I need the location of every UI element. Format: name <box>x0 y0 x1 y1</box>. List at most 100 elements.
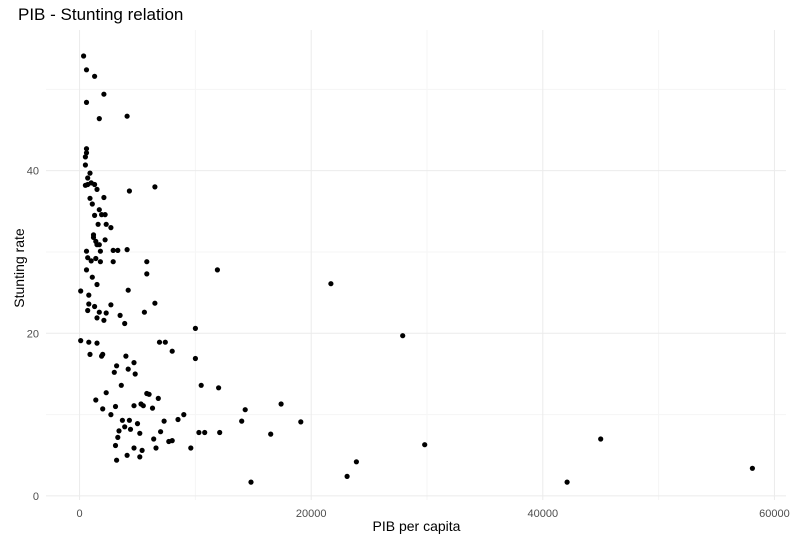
x-tick-label: 0 <box>77 508 83 520</box>
data-point <box>131 403 137 409</box>
data-point <box>268 431 274 437</box>
data-point <box>100 406 106 412</box>
data-point <box>353 459 359 465</box>
data-point <box>108 412 114 418</box>
data-point <box>96 207 102 213</box>
data-point <box>82 182 88 188</box>
data-point <box>131 360 137 366</box>
data-point <box>94 340 100 346</box>
data-point <box>749 465 756 471</box>
data-point <box>196 429 202 436</box>
data-point <box>101 91 107 97</box>
data-point <box>153 445 159 451</box>
data-point <box>116 428 122 434</box>
data-point <box>112 442 119 449</box>
data-point <box>101 194 107 201</box>
data-point <box>118 382 124 388</box>
data-point <box>87 195 93 201</box>
data-point <box>111 369 117 375</box>
data-point <box>161 418 167 424</box>
data-point <box>239 418 245 424</box>
data-point <box>114 457 120 463</box>
data-point <box>137 454 143 460</box>
data-point <box>422 442 428 448</box>
data-point <box>162 339 168 345</box>
data-point <box>88 258 94 264</box>
data-point <box>110 247 116 253</box>
data-point <box>94 315 100 321</box>
data-point <box>126 417 132 423</box>
data-point <box>119 417 125 423</box>
data-point <box>149 405 156 411</box>
data-point <box>86 339 92 345</box>
data-point <box>188 445 194 451</box>
data-point <box>101 317 107 323</box>
data-point <box>100 351 106 357</box>
data-point <box>144 259 150 265</box>
x-tick-label: 20000 <box>296 508 327 520</box>
data-point <box>181 412 187 418</box>
data-point <box>78 338 84 344</box>
data-point <box>122 320 128 327</box>
data-point <box>96 242 102 248</box>
data-point <box>202 429 208 436</box>
data-point <box>92 73 98 79</box>
data-point <box>298 419 304 425</box>
data-point <box>115 434 121 440</box>
data-point <box>83 99 90 105</box>
data-point <box>87 170 93 176</box>
y-axis-label: Stunting rate <box>11 228 27 308</box>
data-point <box>214 267 220 273</box>
data-point <box>124 113 130 119</box>
data-point <box>564 479 570 485</box>
data-point <box>83 146 90 152</box>
data-point <box>124 452 130 458</box>
data-point <box>598 436 604 442</box>
data-point <box>122 424 128 430</box>
data-point <box>95 221 101 227</box>
data-point <box>85 307 91 314</box>
data-point <box>137 430 143 436</box>
data-point <box>92 303 98 310</box>
data-point <box>155 395 161 401</box>
data-point <box>166 438 172 445</box>
data-point <box>110 259 116 265</box>
y-tick-label: 40 <box>27 166 39 178</box>
data-point <box>125 366 131 372</box>
data-point <box>92 181 98 188</box>
data-point <box>152 184 158 190</box>
data-point <box>131 445 137 451</box>
data-point <box>117 312 123 318</box>
data-point <box>175 416 181 423</box>
data-point <box>198 382 204 388</box>
data-point <box>248 479 254 485</box>
data-point <box>102 212 108 218</box>
data-point <box>134 421 141 427</box>
data-point <box>108 302 114 308</box>
data-point <box>123 353 129 359</box>
data-point <box>78 288 84 294</box>
x-tick-label: 60000 <box>759 508 790 520</box>
y-tick-label: 0 <box>33 491 39 503</box>
data-point <box>97 259 103 265</box>
data-point <box>152 300 158 306</box>
data-point <box>82 162 88 168</box>
data-point <box>93 255 99 262</box>
x-axis-label: PIB per capita <box>372 518 461 534</box>
data-point <box>242 407 248 413</box>
data-point <box>115 247 121 253</box>
data-point <box>89 201 95 207</box>
data-point <box>86 292 92 298</box>
data-point <box>97 248 103 254</box>
data-point <box>141 309 147 315</box>
data-point <box>344 473 350 479</box>
data-point <box>90 234 97 240</box>
data-point <box>158 429 164 435</box>
data-point <box>217 429 223 436</box>
data-point <box>94 281 100 288</box>
data-point <box>108 225 114 231</box>
data-point <box>114 363 120 369</box>
data-point <box>192 325 198 331</box>
data-point <box>93 397 99 403</box>
data-point <box>112 403 119 410</box>
